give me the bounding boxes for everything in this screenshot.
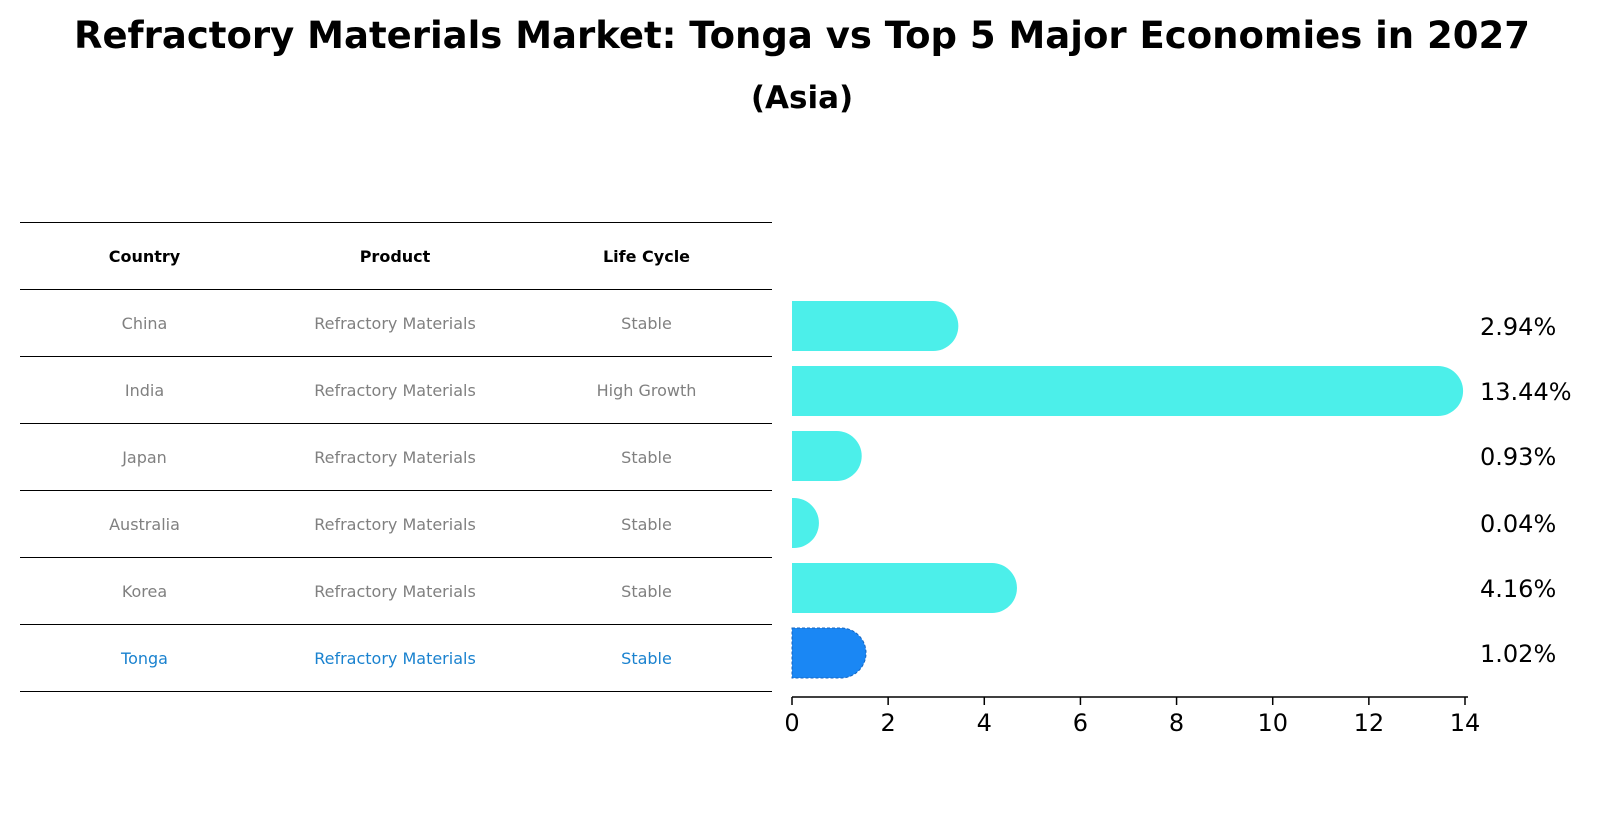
cell-life-cycle: Stable [621, 648, 672, 668]
cell-country: Australia [109, 514, 180, 534]
cell-country: India [124, 380, 165, 400]
table-row-highlight: Tonga Refractory Materials Stable [20, 625, 772, 692]
cell-product: Refractory Materials [314, 447, 476, 467]
x-tick-label: 8 [1169, 709, 1184, 737]
cell-life-cycle: Stable [621, 581, 672, 601]
x-tick-label: 2 [881, 709, 896, 737]
table-row: India Refractory Materials High Growth [20, 357, 772, 424]
cell-life-cycle: Stable [621, 514, 672, 534]
header-life-cycle: Life Cycle [602, 246, 691, 266]
x-tick-label: 0 [784, 709, 799, 737]
cell-country: Japan [122, 447, 167, 467]
cell-product: Refractory Materials [314, 648, 476, 668]
header-country: Country [108, 246, 181, 266]
header-product: Product [359, 246, 431, 266]
value-label-china: 2.94% [1480, 313, 1556, 341]
cell-life-cycle: Stable [621, 313, 672, 333]
bar-china [792, 301, 959, 351]
bar-japan [792, 431, 862, 481]
table-row: Japan Refractory Materials Stable [20, 424, 772, 491]
x-tick-label: 10 [1257, 709, 1288, 737]
value-label-korea: 4.16% [1480, 575, 1556, 603]
cell-product: Refractory Materials [314, 380, 476, 400]
cell-country: Tonga [121, 648, 168, 668]
value-label-tonga: 1.02% [1480, 640, 1556, 668]
value-label-india: 13.44% [1480, 378, 1572, 406]
cell-life-cycle: Stable [621, 447, 672, 467]
bar-tonga [791, 627, 867, 679]
x-tick-label: 6 [1073, 709, 1088, 737]
cell-product: Refractory Materials [314, 581, 476, 601]
x-tick-label: 14 [1450, 709, 1481, 737]
bar-india [792, 366, 1464, 416]
cell-product: Refractory Materials [314, 313, 476, 333]
table-row: China Refractory Materials Stable [20, 290, 772, 357]
cell-country: Korea [121, 581, 168, 601]
bar-korea [792, 563, 1017, 613]
table-header-row: Country Product Life Cycle [20, 222, 772, 290]
x-tick-label: 4 [977, 709, 992, 737]
data-table: Country Product Life Cycle China Refract… [20, 222, 772, 692]
value-label-japan: 0.93% [1480, 443, 1556, 471]
chart-title: Refractory Materials Market: Tonga vs To… [73, 14, 1531, 57]
bar-australia [792, 498, 819, 548]
cell-country: China [121, 313, 168, 333]
cell-product: Refractory Materials [314, 514, 476, 534]
table-row: Korea Refractory Materials Stable [20, 558, 772, 625]
chart-subtitle: (Asia) [750, 80, 854, 116]
cell-life-cycle: High Growth [596, 380, 697, 400]
table-row: Australia Refractory Materials Stable [20, 491, 772, 558]
value-label-australia: 0.04% [1480, 510, 1556, 538]
x-tick-label: 12 [1354, 709, 1385, 737]
